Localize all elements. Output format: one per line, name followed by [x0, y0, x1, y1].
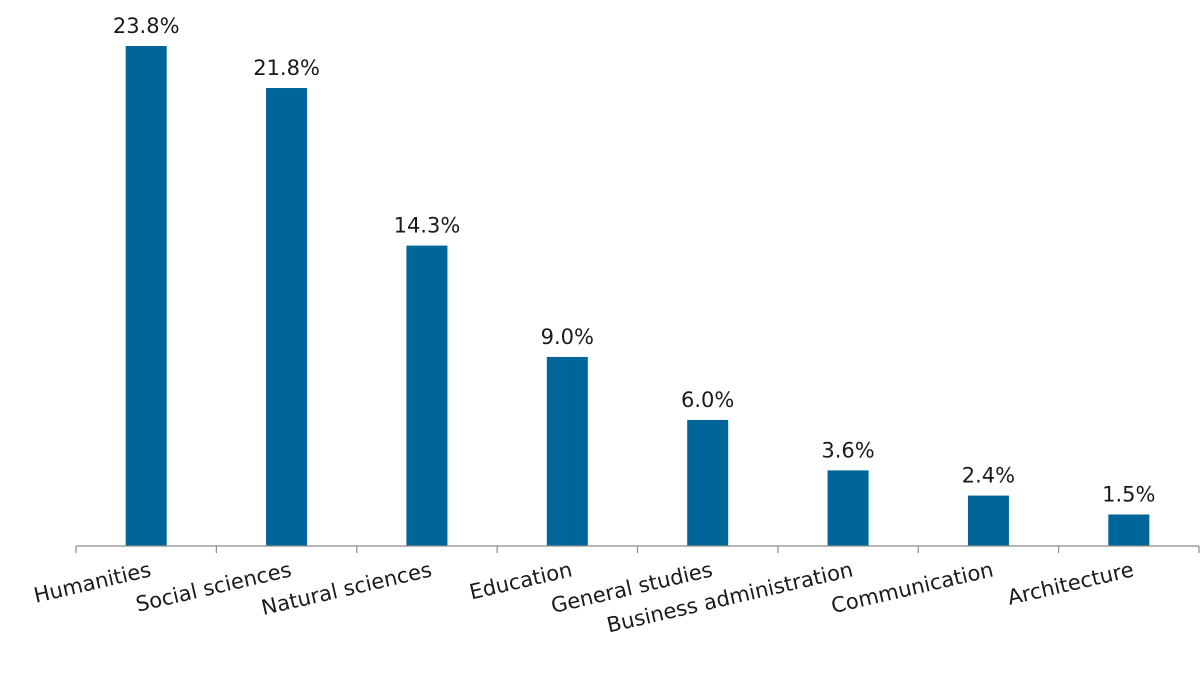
data-label: 2.4% — [962, 464, 1015, 488]
data-label: 14.3% — [394, 214, 461, 238]
bar-communication — [967, 495, 1009, 546]
data-label: 1.5% — [1102, 482, 1155, 506]
x-axis — [75, 545, 1200, 553]
category-label: Communication — [829, 557, 996, 618]
bar-education — [546, 356, 588, 546]
data-labels: 23.8% 21.8% 14.3% 9.0% 6.0% 3.6% 2.4% 1.5% — [113, 14, 1156, 506]
bar-architecture — [1108, 514, 1150, 546]
data-label: 23.8% — [113, 14, 180, 38]
data-label: 21.8% — [253, 56, 320, 80]
bar-general-studies — [687, 419, 729, 546]
bar-humanities — [125, 46, 167, 546]
category-label: Architecture — [1005, 557, 1136, 609]
data-label: 9.0% — [541, 325, 594, 349]
bar-business-administration — [827, 470, 869, 546]
bars — [125, 46, 1150, 546]
bar-social-sciences — [266, 88, 308, 546]
bar-natural-sciences — [406, 245, 448, 546]
data-label: 6.0% — [681, 388, 734, 412]
data-label: 3.6% — [821, 438, 874, 462]
